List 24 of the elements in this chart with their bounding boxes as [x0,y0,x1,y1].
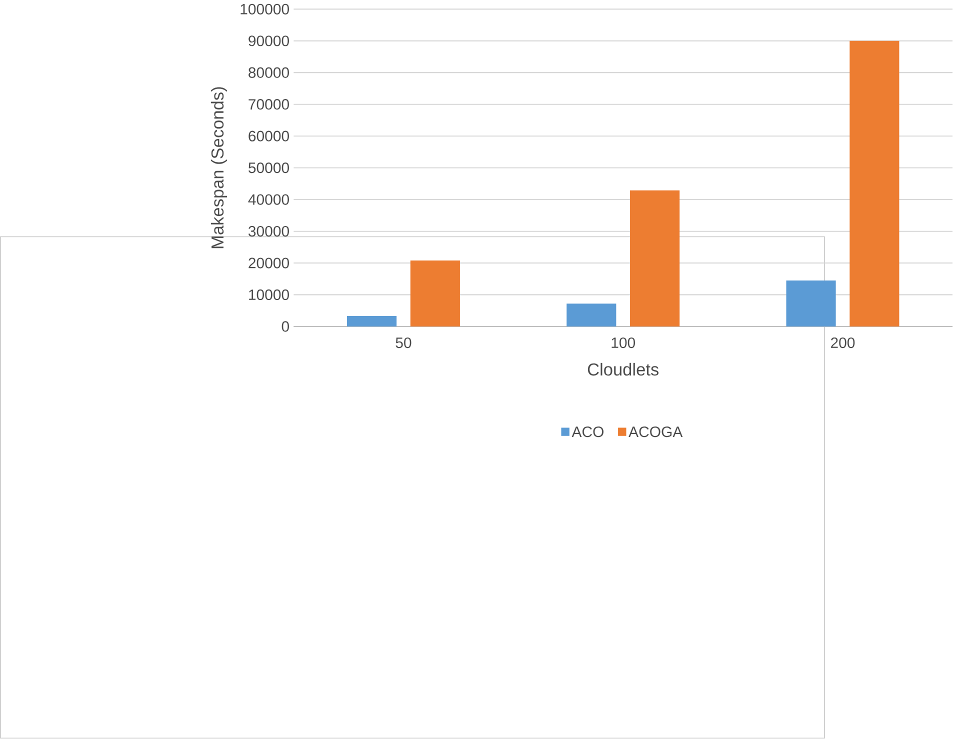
y-tick-label: 50000 [248,162,290,174]
y-tick-label: 10000 [249,290,290,300]
y-tick-label: 90000 [248,36,290,46]
y-axis-title: Makespan (Seconds) [210,87,228,248]
x-axis-title: Cloudlets [588,363,658,376]
bar [786,280,836,327]
y-tick-label: 80000 [248,67,290,78]
y-tick-label: 0 [282,321,290,332]
bar [410,260,460,327]
legend-label: ACOGA [628,426,683,438]
x-tick-label: 200 [830,338,855,348]
y-tick-label: 20000 [248,258,290,268]
bar [630,190,680,327]
x-tick-label: 100 [612,338,636,348]
bar [346,316,397,327]
bar [850,41,900,327]
y-tick-label: 30000 [248,226,290,237]
bar [566,304,616,327]
legend-label: ACO [572,426,604,438]
y-tick-label: 60000 [248,130,290,142]
y-tick-label: 70000 [248,99,290,110]
x-tick-label: 50 [396,338,412,348]
y-tick-label: 100000 [240,4,290,15]
y-tick-label: 40000 [248,194,290,206]
